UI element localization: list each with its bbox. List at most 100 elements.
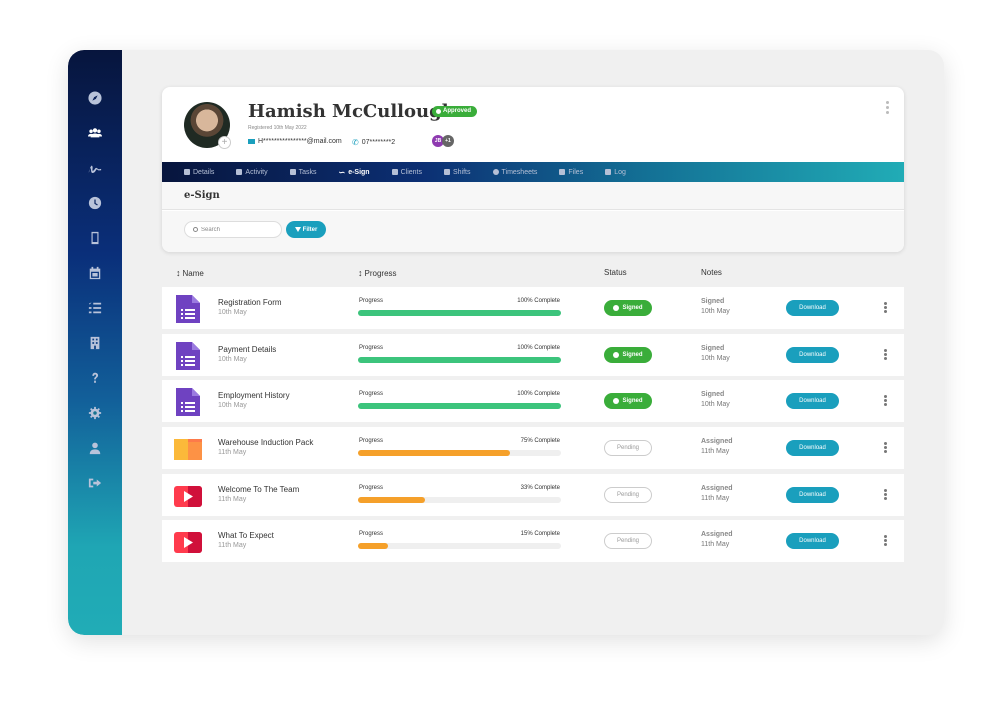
status-badge: Pending xyxy=(604,440,652,456)
progress-fill xyxy=(358,543,389,549)
video-icon xyxy=(174,486,202,507)
tab-files[interactable]: Files xyxy=(559,169,583,176)
phone-value: 07********2 xyxy=(361,139,396,146)
tab-details[interactable]: Details xyxy=(184,169,214,176)
tab-esign[interactable]: ∽ e-Sign xyxy=(338,168,369,177)
row-menu-button[interactable] xyxy=(884,395,887,406)
progress-bar xyxy=(358,310,561,316)
row-menu-button[interactable] xyxy=(884,302,887,313)
progress-bar xyxy=(358,543,561,549)
table-row[interactable]: Welcome To The Team 11th May Progress 33… xyxy=(162,474,904,516)
sidebar-item-help[interactable] xyxy=(68,366,122,390)
status-label: Pending xyxy=(616,445,640,451)
table-row[interactable]: What To Expect 11th May Progress 15% Com… xyxy=(162,520,904,562)
tab-label: Timesheets xyxy=(501,168,538,176)
registered-date: Registered 10th May 2022 xyxy=(248,125,307,131)
row-menu-button[interactable] xyxy=(884,535,887,546)
sidebar-item-profile[interactable] xyxy=(68,436,122,460)
sidebar-item-logout[interactable] xyxy=(68,471,122,495)
tab-shifts[interactable]: Shifts xyxy=(443,169,471,176)
download-button[interactable]: Download xyxy=(786,440,839,456)
status-badge: Pending xyxy=(604,533,652,549)
download-button[interactable]: Download xyxy=(786,393,839,409)
status-badge: Pending xyxy=(604,487,652,503)
more-icon xyxy=(884,442,887,445)
sidebar-item-checklist[interactable] xyxy=(68,296,122,320)
avatar-add-button[interactable]: + xyxy=(218,136,231,149)
row-menu-button[interactable] xyxy=(884,442,887,453)
tab-label: Tasks xyxy=(298,168,317,176)
sidebar-item-calendar[interactable] xyxy=(68,261,122,285)
download-button[interactable]: Download xyxy=(786,300,839,316)
sidebar-item-mobile[interactable] xyxy=(68,226,122,250)
assignee-avatars[interactable]: JB +1 xyxy=(432,135,454,147)
phone-contact[interactable]: ✆ 07********2 xyxy=(352,138,395,147)
note-date: 10th May xyxy=(701,355,730,362)
status-badge: Signed xyxy=(604,300,652,316)
header-label: Name xyxy=(182,268,204,278)
sort-name[interactable]: ↕ Name xyxy=(176,268,204,278)
tab-bar: Details Activity Tasks ∽ e-Sign Clients S… xyxy=(162,162,904,182)
status-label: Pending xyxy=(616,538,640,544)
tab-clients[interactable]: Clients xyxy=(391,168,422,176)
tab-tasks[interactable]: Tasks xyxy=(289,168,317,176)
progress-label: Progress xyxy=(359,531,384,537)
assignee-more[interactable]: +1 xyxy=(442,135,454,147)
users-icon xyxy=(88,128,102,138)
search-box[interactable] xyxy=(184,221,282,238)
tab-activity[interactable]: Activity xyxy=(236,169,268,176)
document-date: 11th May xyxy=(218,449,247,456)
search-input[interactable] xyxy=(201,226,281,233)
profile-name: Hamish McCullough xyxy=(248,101,455,122)
sidebar-item-esign[interactable] xyxy=(68,156,122,180)
progress-bar xyxy=(358,497,561,503)
sidebar-item-settings[interactable] xyxy=(68,401,122,425)
table-row[interactable]: Payment Details 10th May Progress 100% C… xyxy=(162,334,904,376)
table-header: ↕ Name ↕ Progress Status Notes xyxy=(162,268,904,282)
profile-menu-button[interactable] xyxy=(886,101,890,114)
sort-progress[interactable]: ↕ Progress xyxy=(358,268,397,278)
sidebar-item-clients[interactable] xyxy=(68,331,122,355)
more-icon xyxy=(884,395,887,398)
rocket-icon xyxy=(88,91,102,105)
table-row[interactable]: Warehouse Induction Pack 11th May Progre… xyxy=(162,427,904,469)
table-row[interactable]: Employment History 10th May Progress 100… xyxy=(162,380,904,422)
tab-label: Clients xyxy=(400,168,422,176)
tab-timesheets[interactable]: Timesheets xyxy=(492,168,538,176)
more-icon xyxy=(886,101,889,104)
progress-percent: 15% Complete xyxy=(520,531,560,537)
tab-label: Log xyxy=(614,168,626,176)
activity-icon xyxy=(236,169,243,175)
document-name: Payment Details xyxy=(218,345,277,354)
document-name: Warehouse Induction Pack xyxy=(218,438,314,447)
status-label: Pending xyxy=(616,492,640,498)
download-button[interactable]: Download xyxy=(786,487,839,503)
signature-icon xyxy=(88,165,102,173)
progress-label: Progress xyxy=(359,391,384,397)
sidebar-item-time[interactable] xyxy=(68,191,122,215)
document-date: 11th May xyxy=(218,496,247,503)
row-menu-button[interactable] xyxy=(884,489,887,500)
sidebar-item-users[interactable] xyxy=(68,121,122,145)
table-row[interactable]: Registration Form 10th May Progress 100%… xyxy=(162,287,904,329)
tab-log[interactable]: Log xyxy=(605,169,626,176)
progress-bar xyxy=(358,403,561,409)
assignee-avatar[interactable]: JB xyxy=(432,135,444,147)
row-menu-button[interactable] xyxy=(884,349,887,360)
progress-percent: 100% Complete xyxy=(517,391,560,397)
sidebar-item-dashboard[interactable] xyxy=(68,86,122,110)
clock-icon xyxy=(492,169,499,175)
check-icon xyxy=(613,352,620,358)
check-icon xyxy=(613,398,620,404)
download-button[interactable]: Download xyxy=(786,533,839,549)
note-title: Signed xyxy=(701,298,725,305)
progress-fill xyxy=(358,403,561,409)
progress-label: Progress xyxy=(359,345,384,351)
search-icon xyxy=(193,227,198,232)
download-button[interactable]: Download xyxy=(786,347,839,363)
document-name: Welcome To The Team xyxy=(218,485,300,494)
filter-button[interactable]: Filter xyxy=(286,221,326,238)
tab-label: e-Sign xyxy=(348,168,370,176)
progress-bar xyxy=(358,450,561,456)
email-contact[interactable]: H****************@mail.com xyxy=(248,138,342,145)
